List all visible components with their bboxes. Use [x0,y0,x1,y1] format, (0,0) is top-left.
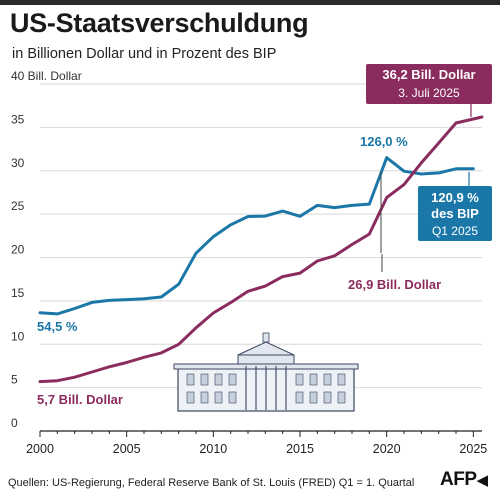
afp-logo-arrow-icon: ◀ [476,472,489,489]
annotation-debt-start: 5,7 Bill. Dollar [37,392,123,407]
callout-gdp-latest-line3: Q1 2025 [432,224,478,238]
chart-title: US-Staatsverschuldung [10,8,309,38]
x-tick-label: 2015 [286,442,314,456]
series-line-debt [38,115,484,384]
y-tick-label: 10 [11,329,25,343]
white-house-illustration [173,332,359,412]
y-tick-label: 15 [11,286,25,300]
callout-debt-latest: 36,2 Bill. Dollar 3. Juli 2025 [366,64,492,104]
y-tick-label: 5 [11,373,18,387]
grid-lines [40,83,482,389]
callout-gdp-latest-line2: des BIP [431,206,479,221]
source-note: Quellen: US-Regierung, Federal Reserve B… [8,477,415,489]
top-rule [0,0,500,5]
y-tick-label: 35 [11,112,25,126]
x-tick-label: 2005 [113,442,141,456]
afp-logo: AFP◀ [440,469,488,491]
annotation-gdp-peak-2020: 126,0 % [360,134,408,149]
callout-debt-latest-value: 36,2 Bill. Dollar [382,67,475,82]
y-tick-label: 40 Bill. Dollar [11,69,82,83]
afp-logo-text: AFP [440,469,477,490]
annotation-debt-2020: 26,9 Bill. Dollar [348,277,441,292]
callout-gdp-latest: 120,9 % des BIP Q1 2025 [418,186,492,241]
series-line-gdp-ratio [38,156,475,316]
y-tick-label: 20 [11,243,25,257]
y-tick-label: 0 [11,416,18,430]
y-tick-label: 25 [11,199,25,213]
x-tick-label: 2025 [459,442,487,456]
callout-debt-latest-date: 3. Juli 2025 [398,86,460,100]
annotation-gdp-start: 54,5 % [37,319,78,334]
x-tick-label: 2020 [373,442,401,456]
x-tick-label: 2010 [199,442,227,456]
x-tick-label: 2000 [26,442,54,456]
chart-subtitle: in Billionen Dollar und in Prozent des B… [12,46,277,62]
callout-gdp-latest-line1: 120,9 % [431,190,479,205]
y-tick-label: 30 [11,156,25,170]
